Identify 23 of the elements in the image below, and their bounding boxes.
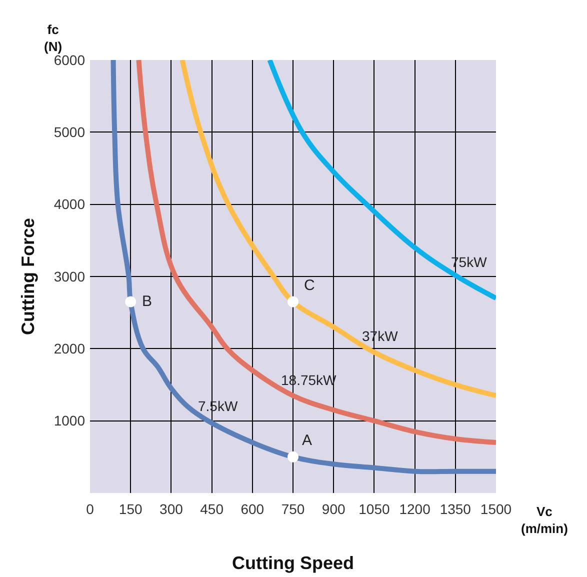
y-axis-title: Cutting Force — [18, 218, 38, 335]
annotation: B — [142, 293, 152, 310]
text: Vc (m/min) — [521, 504, 568, 536]
x-tick-label: 750 — [281, 501, 305, 517]
annotation: A — [302, 432, 312, 449]
x-tick-label: 600 — [240, 501, 264, 517]
x-tick-label: 450 — [200, 501, 224, 517]
x-tick-label: 150 — [118, 501, 142, 517]
x-tick-label: 900 — [322, 501, 346, 517]
y-tick-label: 2000 — [54, 340, 86, 357]
x-tick-label: 300 — [160, 501, 184, 517]
x-axis-title: Cutting Speed — [232, 553, 354, 574]
annotation: C — [304, 277, 315, 294]
x-tick-label: 1200 — [399, 501, 431, 517]
text: fc (N) — [44, 22, 62, 54]
x-tick-label: 1500 — [480, 501, 512, 517]
x-tick-label: 0 — [86, 501, 94, 517]
y-tick-label: 5000 — [54, 124, 86, 140]
y-tick-label: 3000 — [54, 268, 86, 284]
x-tick-label: 1050 — [358, 501, 390, 517]
y-tick-label: 1000 — [54, 412, 86, 429]
y-tick-label: 4000 — [54, 196, 86, 212]
x-tick-label: 1350 — [440, 501, 472, 517]
